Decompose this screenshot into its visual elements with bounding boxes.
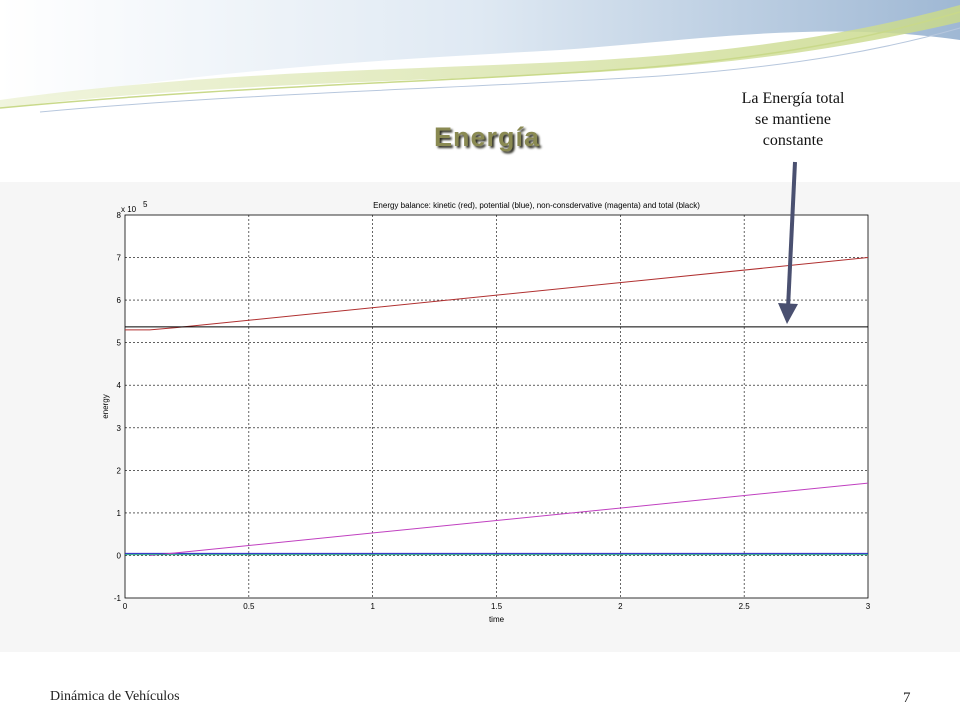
x-tick-label: 1 [370,602,375,611]
x-tick-label: 0 [123,602,128,611]
y-tick-label: 5 [117,339,122,348]
y-multiplier-label: x 10 [121,205,137,214]
series-line-non-consdervative [149,482,869,556]
y-tick-label: 7 [117,254,122,263]
annotation-line-1: La Energía total [741,90,845,107]
annotation-line-2: se mantiene [755,111,831,128]
annotation-arrow-shaft [786,161,797,309]
footer-course-name: Dinámica de Vehículos [50,689,180,704]
page-number: 7 [903,690,911,706]
y-tick-label: 4 [117,381,122,390]
x-tick-label: 0.5 [243,602,255,611]
y-tick-label: 2 [117,466,122,475]
y-tick-label: 1 [117,509,122,518]
y-axis-label: energy [101,394,110,418]
series-line-kinetic [125,257,869,331]
y-multiplier-exponent: 5 [143,200,148,209]
chart-title: Energy balance: kinetic (red), potential… [373,201,700,210]
annotation-text: La Energía total se mantiene constante [718,88,868,151]
annotation-line-3: constante [762,132,824,149]
y-tick-label: 6 [117,296,122,305]
slide-title: Energía [434,122,541,152]
x-tick-label: 2.5 [739,602,751,611]
annotation-arrow-head [778,303,798,324]
y-tick-label: 8 [117,211,122,220]
wave-line-1 [0,11,960,109]
plot-area [124,214,869,599]
wave-band-blue [0,0,960,105]
header-wave-decoration [0,0,960,113]
y-tick-label: -1 [114,594,122,603]
y-tick-label: 0 [117,551,122,560]
x-tick-label: 1.5 [491,602,503,611]
x-tick-label: 3 [866,602,871,611]
x-axis-label: time [489,615,505,624]
wave-line-2 [39,27,960,113]
wave-band-green [0,5,960,108]
x-tick-label: 2 [618,602,623,611]
y-tick-label: 3 [117,424,122,433]
